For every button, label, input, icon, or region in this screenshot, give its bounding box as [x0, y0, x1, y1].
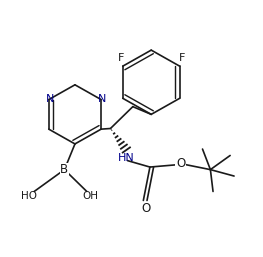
Text: HO: HO	[22, 191, 37, 201]
Text: F: F	[179, 53, 185, 63]
Text: OH: OH	[83, 191, 99, 201]
Text: N: N	[46, 94, 54, 104]
Text: B: B	[60, 163, 68, 176]
Text: F: F	[118, 53, 124, 63]
Text: O: O	[176, 157, 185, 170]
Text: O: O	[141, 202, 151, 215]
Text: N: N	[98, 94, 107, 104]
Text: HN: HN	[118, 153, 135, 163]
